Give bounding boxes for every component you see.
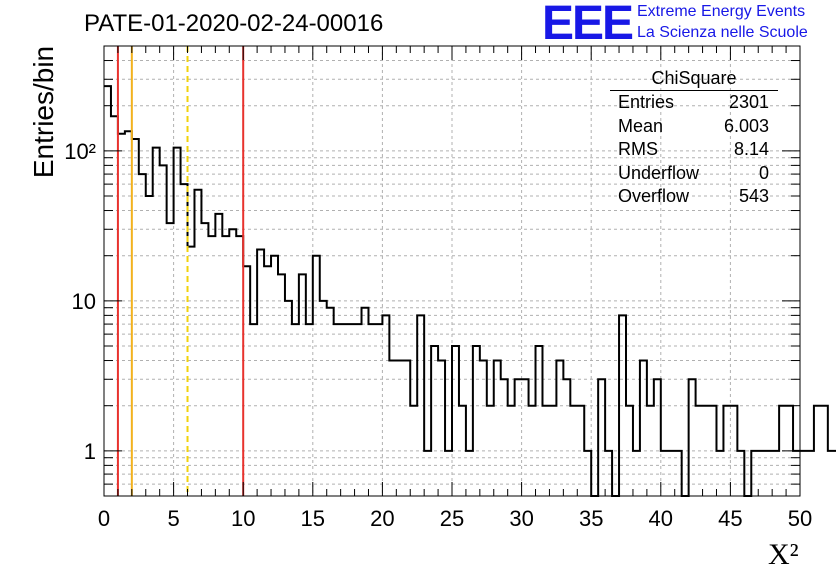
stats-row-entries: Entries 2301 — [610, 91, 778, 115]
stats-label: Mean — [618, 115, 664, 136]
stats-row-mean: Mean 6.003 — [610, 115, 778, 139]
stats-label: Underflow — [618, 162, 700, 183]
x-tick-label: 25 — [440, 506, 464, 531]
y-tick-label: 10 — [72, 289, 96, 314]
x-tick-label: 15 — [301, 506, 325, 531]
stats-label: Entries — [618, 92, 675, 112]
stats-label: RMS — [618, 139, 658, 159]
x-tick-label: 30 — [509, 506, 533, 531]
x-tick-label: 5 — [167, 506, 179, 531]
x-tick-label: 20 — [370, 506, 394, 531]
eee-logo: EEE — [542, 0, 634, 50]
stats-value: 0 — [758, 162, 769, 183]
stats-row-rms: RMS 8.14 — [610, 138, 778, 162]
x-tick-label: 50 — [788, 506, 812, 531]
x-tick-label: 10 — [231, 506, 255, 531]
x-axis-label: X² — [768, 538, 799, 571]
stats-rule — [610, 90, 778, 91]
y-axis-label: Entries/bin — [28, 45, 59, 179]
stats-row-underflow: Underflow 0 — [610, 162, 778, 186]
x-tick-label: 0 — [98, 506, 110, 531]
y-tick-label: 10² — [64, 139, 96, 164]
stats-value: 2301 — [728, 92, 769, 112]
x-tick-label: 35 — [579, 506, 603, 531]
stats-value: 6.003 — [723, 115, 769, 136]
stats-title: ChiSquare — [651, 68, 737, 88]
stats-label: Overflow — [618, 186, 690, 206]
y-tick-label: 1 — [84, 439, 96, 464]
stats-value: 8.14 — [733, 139, 769, 159]
stats-value: 543 — [738, 186, 769, 206]
x-tick-label: 45 — [718, 506, 742, 531]
chart-title: PATE-01-2020-02-24-00016 — [84, 10, 384, 37]
x-tick-label: 40 — [649, 506, 673, 531]
logo-line-1: Extreme Energy Events — [637, 3, 806, 20]
stats-row-overflow: Overflow 543 — [610, 185, 778, 209]
logo-line-2: La Scienza nelle Scuole — [637, 24, 808, 41]
histogram-line — [104, 85, 836, 497]
stats-box: ChiSquare Entries 2301 Mean 6.003 RMS 8.… — [610, 66, 778, 209]
